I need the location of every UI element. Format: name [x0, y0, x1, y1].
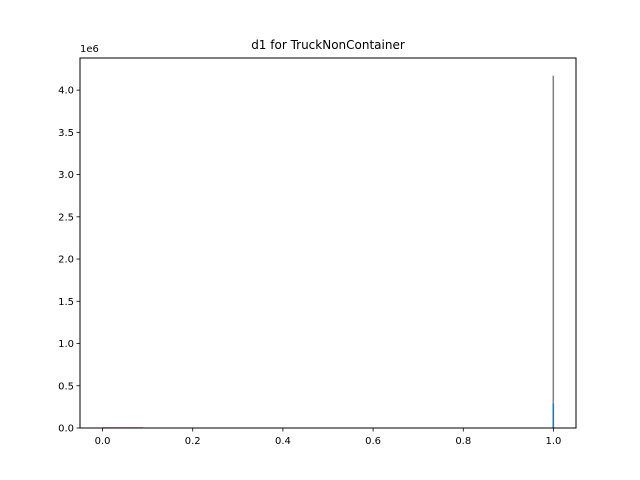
bar-series-1-bin-0: [552, 403, 555, 428]
plot-frame: [79, 57, 577, 429]
x-tick-label: 0.6: [365, 436, 381, 447]
x-tick-label: 0.8: [455, 436, 471, 447]
y-tick-label: 0.5: [58, 381, 74, 392]
x-axis: 0.0 0.2 0.4 0.6 0.8 1.0: [95, 428, 562, 447]
y-tick-label: 2.0: [58, 255, 74, 266]
x-tick-label: 0.4: [275, 436, 291, 447]
bar-series-0-bin-0: [552, 75, 555, 429]
x-tick-label: 0.0: [95, 436, 111, 447]
y-offset-label: 1e6: [80, 44, 99, 55]
y-tick-label: 1.0: [58, 339, 74, 350]
y-tick-label: 3.0: [58, 170, 74, 181]
y-tick-label: 1.5: [58, 297, 74, 308]
y-tick-label: 2.5: [58, 212, 74, 223]
y-tick-label: 3.5: [58, 128, 74, 139]
x-tick-label: 0.2: [185, 436, 201, 447]
y-tick-label: 0.0: [58, 424, 74, 435]
y-tick-label: 4.0: [58, 86, 74, 97]
y-axis: 0.0 0.5 1.0 1.5 2.0 2.5 3.0 3.5 4.0: [58, 86, 80, 435]
x-tick-label: 1.0: [546, 436, 562, 447]
chart-title: d1 for TruckNonContainer: [251, 38, 405, 52]
